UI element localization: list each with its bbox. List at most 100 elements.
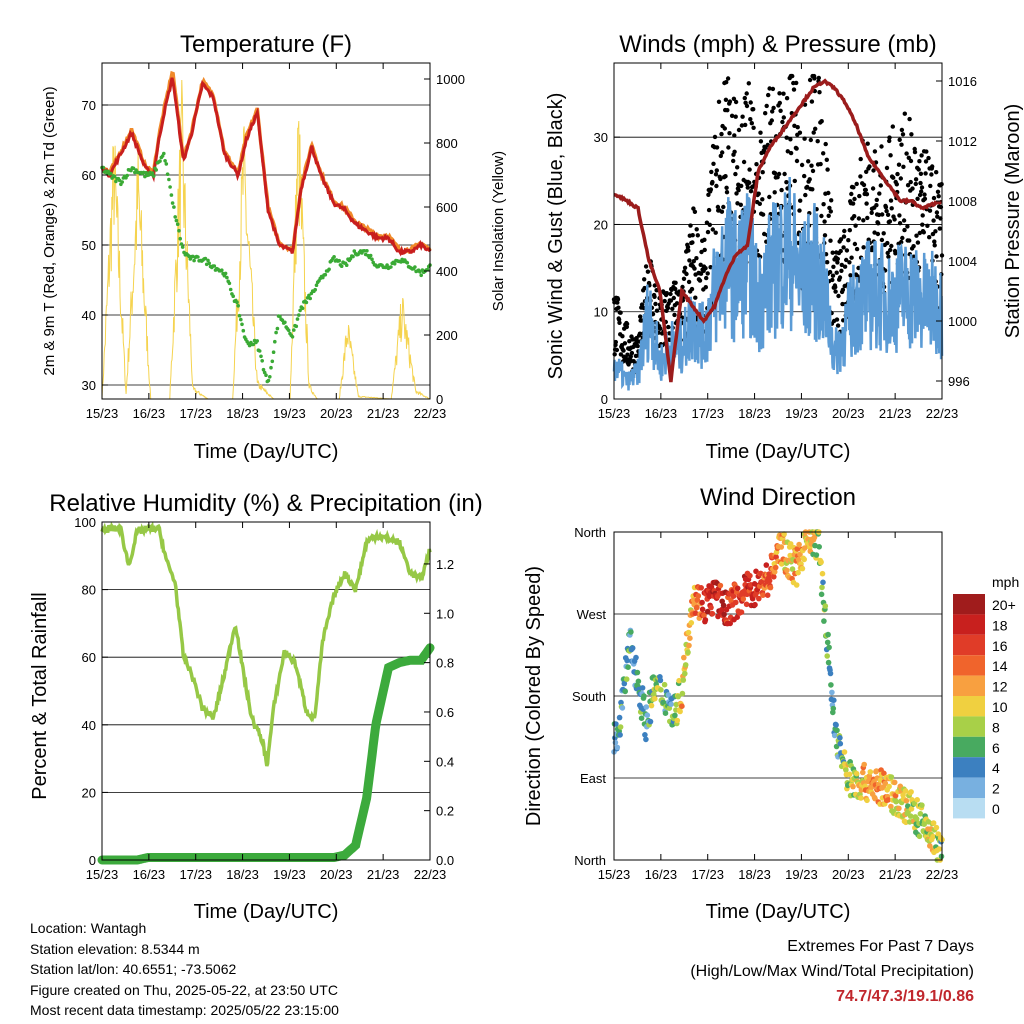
gust-point: [852, 196, 857, 202]
direction-point: [634, 669, 641, 676]
gust-point: [772, 171, 778, 176]
gust-point: [888, 247, 893, 253]
dewpoint-point: [362, 249, 367, 253]
legend-label: 14: [992, 658, 1008, 674]
temp-9m-line: [100, 70, 432, 254]
gust-point: [629, 350, 635, 356]
gust-point: [751, 125, 756, 130]
gust-point: [897, 213, 902, 218]
dewpoint-point: [280, 318, 285, 323]
gust-point: [838, 237, 844, 242]
direction-point: [778, 561, 785, 567]
legend-label: 2: [992, 781, 1000, 797]
direction-point: [766, 577, 773, 584]
gust-point: [934, 170, 939, 175]
gust-point: [885, 240, 890, 246]
gust-point: [695, 233, 700, 238]
direction-point: [867, 769, 874, 775]
gust-point: [665, 305, 671, 311]
gust-point: [853, 223, 858, 228]
info-latlon: Station lat/lon: 40.6551; -73.5062: [30, 961, 237, 977]
x-tick-label: 20/23: [320, 867, 353, 882]
direction-point: [891, 779, 898, 786]
gust-point: [691, 259, 696, 264]
gust-point: [731, 158, 736, 164]
direction-point: [813, 552, 820, 558]
direction-point: [799, 565, 806, 572]
y2-tick-label: 996: [948, 374, 970, 389]
direction-point: [618, 699, 624, 706]
gust-point: [690, 240, 695, 245]
gust-point: [936, 194, 941, 199]
gust-point: [819, 213, 824, 219]
gust-point: [840, 287, 846, 292]
gust-point: [883, 205, 889, 210]
gust-point: [836, 293, 841, 299]
gust-point: [834, 317, 840, 322]
gust-point: [718, 176, 723, 182]
direction-point: [908, 789, 914, 795]
gust-point: [797, 130, 803, 135]
gust-point: [652, 294, 657, 299]
gust-point: [808, 137, 813, 143]
direction-point: [657, 677, 664, 684]
gust-point: [872, 230, 877, 235]
direction-point: [886, 783, 892, 790]
gust-point: [877, 191, 882, 196]
gust-point: [926, 155, 931, 161]
direction-point: [834, 727, 840, 734]
gust-point: [827, 205, 832, 211]
direction-point: [614, 744, 621, 751]
gust-point: [852, 214, 857, 219]
gust-point: [934, 210, 940, 215]
direction-point: [888, 803, 894, 810]
dewpoint-point: [167, 177, 171, 182]
direction-point: [873, 768, 880, 774]
gust-point: [624, 321, 630, 327]
direction-point: [633, 654, 639, 661]
dewpoint-point: [266, 378, 271, 383]
gust-point: [919, 185, 925, 190]
direction-point: [701, 612, 707, 619]
dewpoint-point: [274, 330, 278, 335]
gust-point: [736, 127, 742, 133]
gust-point: [724, 190, 730, 195]
dewpoint-point: [405, 261, 410, 265]
gust-point: [810, 168, 816, 174]
gust-point: [788, 137, 793, 142]
gust-point: [736, 188, 741, 193]
gust-point: [935, 189, 941, 194]
direction-point: [819, 570, 826, 577]
gust-point: [627, 339, 632, 344]
dewpoint-point: [141, 170, 146, 175]
direction-point: [651, 691, 657, 698]
direction-point: [635, 678, 642, 685]
gust-point: [791, 87, 797, 92]
gust-point: [713, 172, 719, 177]
x-tick-label: 20/23: [832, 406, 865, 421]
x-tick-label: 20/23: [320, 406, 353, 421]
gust-point: [708, 187, 714, 192]
gust-point: [785, 149, 790, 154]
dewpoint-point: [300, 306, 305, 311]
temperature-ylabel-left: 2m & 9m T (Red, Orange) & 2m Td (Green): [41, 86, 58, 375]
gust-point: [812, 76, 817, 81]
direction-point: [864, 797, 870, 804]
gust-point: [811, 130, 816, 135]
gust-point: [782, 171, 787, 177]
dewpoint-point: [271, 350, 276, 355]
gust-point: [908, 179, 913, 185]
dewpoint-point: [225, 275, 229, 280]
y-tick-label: 10: [594, 305, 608, 320]
gust-point: [673, 280, 678, 285]
direction-point: [647, 718, 654, 725]
extremes-subheading: (High/Low/Max Wind/Total Precipitation): [690, 963, 974, 980]
gust-point: [912, 149, 918, 155]
dewpoint-point: [112, 174, 117, 179]
temp-2m-line: [100, 77, 432, 257]
direction-point: [685, 629, 692, 636]
direction-point: [668, 701, 674, 707]
gust-point: [792, 178, 797, 184]
gust-point: [856, 216, 862, 221]
gust-point: [929, 172, 934, 177]
